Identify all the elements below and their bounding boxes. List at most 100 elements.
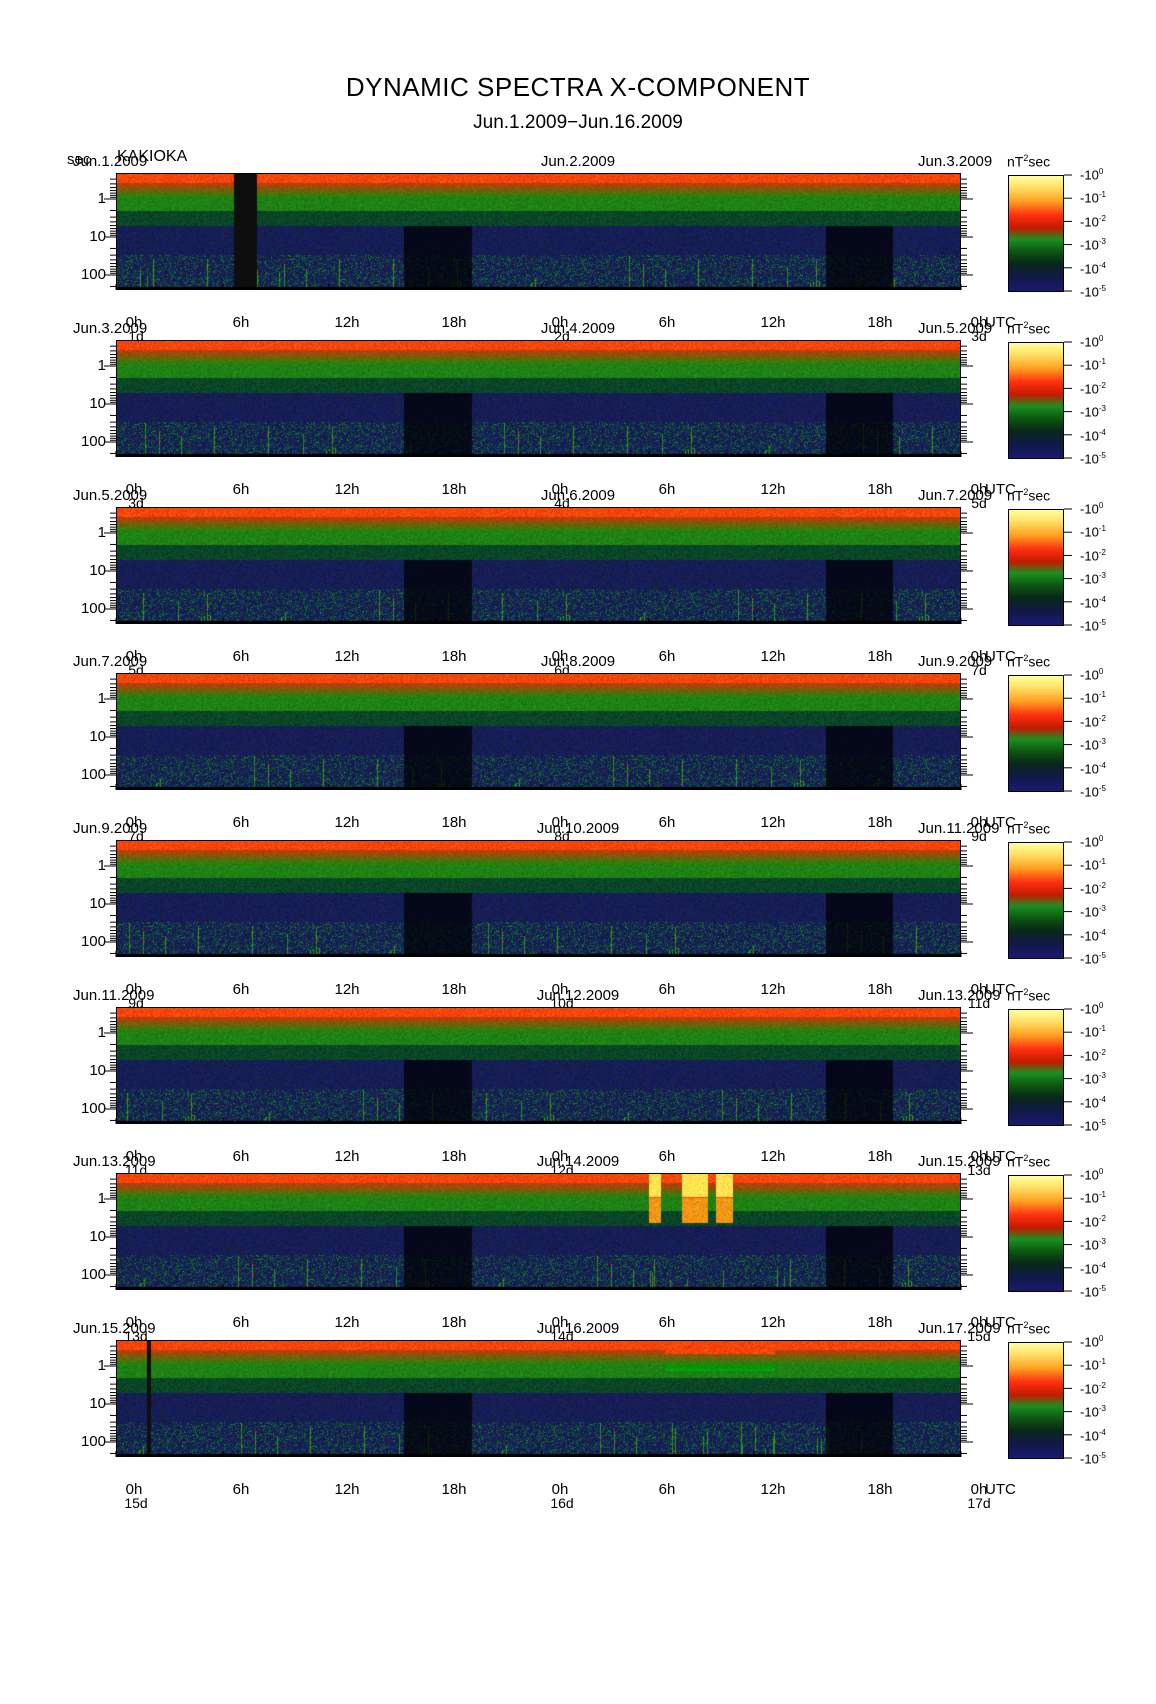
x-tick-label: 0h xyxy=(551,1481,569,1498)
y-unit-label: sec xyxy=(67,151,91,168)
y-tick-label: 10 xyxy=(89,895,106,912)
colorbar-unit: nT2sec xyxy=(1007,1153,1051,1170)
x-tick-label: 6h xyxy=(232,1314,250,1331)
spectra-panel: Jun.3.2009 Jun.4.2009 Jun.5.2009 nT2sec 1 10 1… xyxy=(0,320,1156,511)
colorbar-tick-label: -10-2 xyxy=(1080,880,1106,897)
x-tick-label: 0h xyxy=(125,814,143,831)
spectra-panel: Jun.15.2009 Jun.16.2009 Jun.17.2009 nT2sec 1… xyxy=(0,1320,1156,1511)
colorbar-tick-label: -10-2 xyxy=(1080,1047,1106,1064)
colorbar-tick-label: -10-1 xyxy=(1080,857,1106,873)
colorbar-tick-label: -10-1 xyxy=(1080,1357,1106,1373)
y-tick-label: 1 xyxy=(97,357,106,374)
x-tick-label: 0h xyxy=(125,1314,143,1331)
x-tick-label: 18h xyxy=(867,481,893,498)
colorbar-tick-label: -10-2 xyxy=(1080,213,1106,230)
panel-date-mid: Jun.10.2009 xyxy=(536,820,620,837)
x-tick-label: 0h xyxy=(970,314,988,331)
day-label-right: 13d xyxy=(967,1162,991,1178)
x-tick-label: 6h xyxy=(232,814,250,831)
y-tick-label: 100 xyxy=(80,266,106,283)
x-tick-label: 0h xyxy=(551,314,569,331)
colorbar-unit: nT2sec xyxy=(1007,987,1051,1004)
colorbar-tick-label: -10-5 xyxy=(1080,1451,1106,1467)
colorbar-tick-label: -10-5 xyxy=(1080,1284,1106,1300)
x-unit-label: UTC xyxy=(985,1148,1016,1165)
x-tick-label: 6h xyxy=(232,981,250,998)
x-tick-label: 0h xyxy=(970,814,988,831)
panel-date-left: Jun.9.2009 xyxy=(73,820,148,837)
y-tick-label: 100 xyxy=(80,600,106,617)
axis-ticks xyxy=(104,1341,1072,1459)
day-label-mid: 16d xyxy=(550,1495,574,1511)
x-tick-label: 6h xyxy=(658,648,676,665)
panel-date-mid: Jun.12.2009 xyxy=(536,987,620,1004)
x-unit-label: UTC xyxy=(985,1481,1016,1498)
colorbar-tick-label: -10-3 xyxy=(1080,1237,1106,1253)
panel-date-right: Jun.13.2009 xyxy=(918,987,1001,1004)
x-tick-label: 12h xyxy=(334,314,360,331)
axis-ticks xyxy=(104,841,1072,959)
y-tick-label: 10 xyxy=(89,1062,106,1079)
colorbar-tick-label: -100 xyxy=(1080,1334,1104,1350)
x-tick-label: 12h xyxy=(760,648,786,665)
colorbar-tick-label: -10-3 xyxy=(1080,571,1106,587)
y-tick-label: 100 xyxy=(80,433,106,450)
x-tick-label: 18h xyxy=(867,981,893,998)
panel-date-mid: Jun.14.2009 xyxy=(536,1153,620,1170)
spectrogram xyxy=(116,673,961,790)
panel-date-left: Jun.13.2009 xyxy=(73,1153,156,1170)
x-tick-label: 0h xyxy=(125,648,143,665)
panel-date-mid: Jun.4.2009 xyxy=(540,320,616,337)
x-unit-label: UTC xyxy=(985,314,1016,331)
axis-ticks xyxy=(104,508,1072,626)
x-tick-label: 6h xyxy=(658,481,676,498)
colorbar-tick-label: -10-2 xyxy=(1080,547,1106,564)
colorbar-tick-label: -100 xyxy=(1080,1001,1104,1017)
chart-title: DYNAMIC SPECTRA X-COMPONENT xyxy=(345,72,811,102)
panel-date-right: Jun.5.2009 xyxy=(918,320,993,337)
x-tick-label: 0h xyxy=(551,1148,569,1165)
axis-ticks xyxy=(104,341,1072,459)
x-tick-label: 0h xyxy=(970,1148,988,1165)
spectrogram xyxy=(116,1340,961,1457)
y-tick-label: 10 xyxy=(89,395,106,412)
y-tick-label: 1 xyxy=(97,190,106,207)
panel-date-right: Jun.7.2009 xyxy=(918,487,993,504)
colorbar-unit: nT2sec xyxy=(1007,1320,1051,1337)
x-tick-label: 18h xyxy=(441,648,467,665)
y-tick-label: 10 xyxy=(89,1228,106,1245)
day-label-right: 11d xyxy=(967,995,991,1011)
x-tick-label: 6h xyxy=(232,314,250,331)
panel-date-mid: Jun.2.2009 xyxy=(540,153,616,170)
day-label-right: 15d xyxy=(967,1328,991,1344)
x-unit-label: UTC xyxy=(985,1314,1016,1331)
x-tick-label: 12h xyxy=(760,981,786,998)
colorbar-tick-label: -100 xyxy=(1080,501,1104,517)
spectrogram-canvas xyxy=(117,174,960,289)
panel-date-mid: Jun.6.2009 xyxy=(540,487,616,504)
x-tick-label: 0h xyxy=(125,481,143,498)
x-tick-label: 0h xyxy=(970,1314,988,1331)
axis-ticks xyxy=(104,1008,1072,1126)
colorbar xyxy=(1008,342,1064,459)
x-tick-label: 18h xyxy=(867,648,893,665)
spectrogram-canvas xyxy=(117,1341,960,1456)
y-tick-label: 100 xyxy=(80,1100,106,1117)
colorbar-tick-label: -10-2 xyxy=(1080,1213,1106,1230)
colorbar-tick-label: -100 xyxy=(1080,334,1104,350)
colorbar-tick-label: -10-1 xyxy=(1080,524,1106,540)
x-tick-label: 18h xyxy=(867,1148,893,1165)
panel-date-right: Jun.17.2009 xyxy=(918,1320,1001,1337)
colorbar-tick-label: -10-1 xyxy=(1080,1190,1106,1206)
colorbar-tick-label: -10-3 xyxy=(1080,1404,1106,1420)
colorbar-tick-label: -10-4 xyxy=(1080,1427,1106,1443)
colorbar-unit: nT2sec xyxy=(1007,487,1051,504)
colorbar xyxy=(1008,842,1064,959)
x-tick-label: 6h xyxy=(232,481,250,498)
y-tick-label: 1 xyxy=(97,524,106,541)
x-tick-label: 18h xyxy=(441,1481,467,1498)
panel-date-left: Jun.15.2009 xyxy=(73,1320,156,1337)
y-tick-label: 100 xyxy=(80,933,106,950)
x-tick-label: 0h xyxy=(125,1148,143,1165)
x-tick-label: 0h xyxy=(551,981,569,998)
